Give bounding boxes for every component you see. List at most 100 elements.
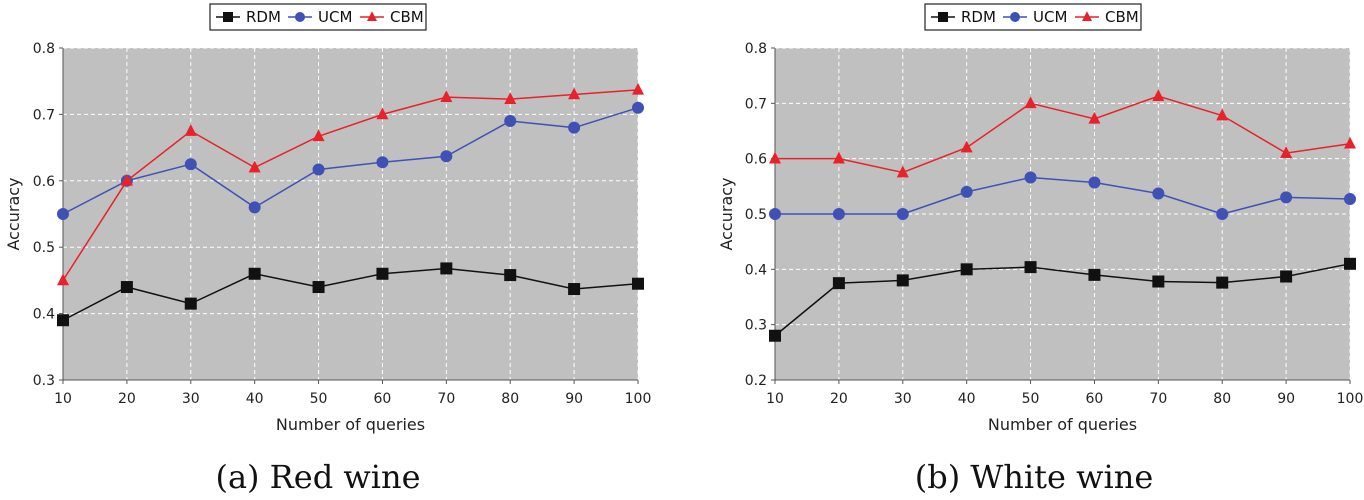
x-tick-label: 80 xyxy=(1213,391,1231,407)
cbm-point xyxy=(832,151,845,164)
ucm-point xyxy=(1152,187,1165,200)
x-tick-label: 80 xyxy=(501,391,519,407)
cbm-point xyxy=(1216,108,1229,121)
ucm-point xyxy=(57,208,69,220)
y-tick-label: 0.6 xyxy=(33,174,55,190)
cbm-point xyxy=(184,124,197,136)
x-tick-label: 100 xyxy=(625,391,652,407)
rdm-legend-marker xyxy=(223,12,233,22)
ucm-point xyxy=(184,158,197,171)
ucm-legend-marker xyxy=(1010,12,1020,22)
cbm-point xyxy=(248,160,261,173)
ucm-line xyxy=(775,176,1351,215)
rdm-legend-label: RDM xyxy=(246,8,281,26)
ucm-legend-label: UCM xyxy=(318,8,352,26)
cbm-point xyxy=(312,129,325,142)
rdm-series xyxy=(57,262,644,327)
rdm-point xyxy=(440,262,453,275)
y-tick-label: 0.3 xyxy=(745,318,767,334)
y-tick-label: 0.4 xyxy=(745,262,767,278)
rdm-point xyxy=(184,297,197,310)
rdm-point xyxy=(504,269,517,282)
cbm-point xyxy=(896,165,909,178)
x-axis-label: Number of queries xyxy=(276,415,425,434)
legend-box xyxy=(924,3,1142,31)
cbm-point xyxy=(1152,89,1165,101)
rdm-point xyxy=(1088,268,1101,281)
x-tick-label: 50 xyxy=(1022,391,1040,407)
x-tick-label: 70 xyxy=(1149,391,1167,407)
cbm-point xyxy=(440,90,453,102)
rdm-legend-marker xyxy=(938,12,948,22)
ucm-series xyxy=(769,171,1356,220)
x-tick-label: 60 xyxy=(374,391,392,407)
rdm-point xyxy=(376,267,389,280)
x-tick-label: 40 xyxy=(958,391,976,407)
ucm-point xyxy=(312,163,325,176)
x-tick-label: 40 xyxy=(246,391,264,407)
ucm-point xyxy=(960,185,973,198)
rdm-point xyxy=(1344,257,1356,270)
y-axis-label: Accuracy xyxy=(4,177,23,250)
red-wine-chart: 10 20 30 40 50 60 70 80 90 100 0.3 0.4 0.5 0.6 0.7 0.8 N… xyxy=(4,3,652,496)
cbm-line xyxy=(62,89,639,281)
cbm-point xyxy=(632,82,644,95)
cbm-point xyxy=(1024,96,1037,109)
ucm-legend-label: UCM xyxy=(1033,8,1067,26)
cbm-legend-label: CBM xyxy=(390,8,424,26)
x-tick-label: 20 xyxy=(830,391,848,407)
y-tick-label: 0.8 xyxy=(33,41,55,57)
y-tick-label: 0.8 xyxy=(745,41,767,57)
rdm-series xyxy=(769,257,1356,342)
ucm-point xyxy=(504,115,517,128)
cbm-series xyxy=(57,82,644,286)
rdm-point xyxy=(1280,270,1293,283)
y-axis-label: Accuracy xyxy=(717,177,736,250)
legend: RDM UCM CBM xyxy=(924,3,1142,31)
x-tick-label: 90 xyxy=(565,391,583,407)
rdm-line xyxy=(774,263,1351,337)
y-tick-label: 0.6 xyxy=(745,152,767,168)
rdm-point xyxy=(1024,261,1037,274)
x-tick-label: 90 xyxy=(1277,391,1295,407)
rdm-point xyxy=(312,281,325,294)
y-tick-label: 0.5 xyxy=(745,207,767,223)
ucm-point xyxy=(248,201,261,214)
legend: RDM UCM CBM xyxy=(209,3,427,31)
cbm-point xyxy=(1344,136,1356,149)
y-tick-label: 0.4 xyxy=(33,307,55,323)
x-tick-label: 30 xyxy=(182,391,200,407)
cbm-point xyxy=(57,273,69,286)
x-tick-label: 70 xyxy=(437,391,455,407)
rdm-point xyxy=(896,274,909,287)
rdm-line xyxy=(62,267,639,321)
cbm-legend-marker xyxy=(367,11,377,22)
ucm-point xyxy=(769,208,781,220)
ucm-point xyxy=(1280,191,1293,204)
rdm-point xyxy=(120,281,133,294)
x-tick-label: 60 xyxy=(1086,391,1104,407)
rdm-point xyxy=(568,283,581,296)
y-tick-label: 0.3 xyxy=(33,373,55,389)
ucm-point xyxy=(1344,193,1356,206)
ucm-point xyxy=(568,121,581,134)
cbm-point xyxy=(1088,111,1101,124)
rdm-point xyxy=(1152,275,1165,288)
rdm-point xyxy=(632,277,644,290)
ucm-point xyxy=(632,101,644,114)
rdm-point xyxy=(57,314,69,327)
rdm-point xyxy=(248,267,261,280)
cbm-legend-label: CBM xyxy=(1105,8,1139,26)
x-tick-label: 100 xyxy=(1337,391,1364,407)
y-tick-label: 0.7 xyxy=(33,107,55,123)
x-tick-label: 20 xyxy=(118,391,136,407)
white-wine-chart: 10 20 30 40 50 60 70 80 90 100 0.2 0.3 0.4 0.5 0.6 0.7 0… xyxy=(717,3,1364,496)
y-tick-label: 0.2 xyxy=(745,373,767,389)
ucm-point xyxy=(376,156,389,169)
ucm-point xyxy=(896,208,909,220)
x-axis-label: Number of queries xyxy=(988,415,1137,434)
ucm-point xyxy=(832,208,845,220)
cbm-point xyxy=(960,140,973,153)
ucm-point xyxy=(1088,176,1101,189)
